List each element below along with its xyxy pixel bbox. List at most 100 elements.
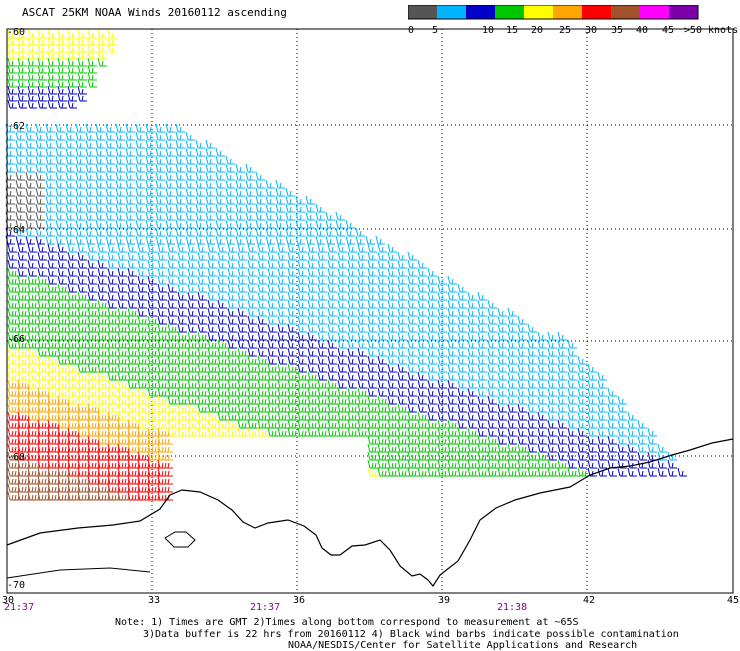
wind-barb bbox=[217, 355, 230, 365]
wind-barb bbox=[185, 155, 195, 165]
wind-barb bbox=[7, 403, 23, 413]
wind-barb bbox=[77, 395, 90, 405]
wind-barb bbox=[407, 347, 417, 357]
wind-barb bbox=[237, 283, 247, 293]
wind-barb bbox=[125, 235, 135, 245]
wind-barb bbox=[537, 419, 547, 429]
wind-barb bbox=[127, 259, 137, 269]
wind-barb bbox=[155, 171, 165, 181]
wind-barb bbox=[307, 379, 320, 389]
wind-barb bbox=[617, 395, 627, 405]
wind-barb bbox=[467, 427, 480, 437]
wind-barb bbox=[37, 355, 50, 365]
wind-barb bbox=[477, 395, 487, 405]
wind-barb bbox=[57, 459, 73, 469]
wind-barb bbox=[257, 267, 267, 277]
wind-barb bbox=[417, 299, 427, 309]
wind-barb bbox=[427, 467, 440, 477]
wind-barb bbox=[297, 371, 310, 381]
wind-barb bbox=[145, 203, 155, 213]
wind-barb bbox=[647, 467, 657, 477]
wind-barb bbox=[227, 403, 240, 413]
wind-barb bbox=[617, 451, 627, 461]
wind-barb bbox=[187, 379, 200, 389]
wind-barb bbox=[285, 187, 295, 197]
wind-barb bbox=[307, 419, 320, 429]
wind-barb bbox=[335, 211, 345, 221]
wind-barb bbox=[427, 435, 440, 445]
wind-barb bbox=[487, 323, 497, 333]
wind-barb bbox=[137, 451, 153, 461]
wind-barb bbox=[197, 323, 207, 333]
wind-barb bbox=[327, 363, 337, 373]
wind-barb bbox=[567, 451, 577, 461]
wind-barb bbox=[567, 395, 577, 405]
wind-barb bbox=[117, 467, 133, 477]
wind-barb bbox=[137, 491, 153, 501]
wind-barb bbox=[427, 451, 440, 461]
wind-barb bbox=[437, 427, 450, 437]
wind-barb bbox=[477, 411, 487, 421]
wind-barb bbox=[417, 315, 427, 325]
wind-barb bbox=[195, 139, 205, 149]
wind-barb bbox=[177, 395, 190, 405]
wind-barb bbox=[327, 347, 337, 357]
wind-barb bbox=[35, 139, 45, 149]
wind-barb bbox=[507, 307, 517, 317]
wind-barb bbox=[247, 347, 257, 357]
wind-barb bbox=[167, 339, 180, 349]
wind-barb bbox=[345, 227, 355, 237]
wind-barb bbox=[195, 203, 205, 213]
wind-barb bbox=[135, 147, 145, 157]
wind-barb bbox=[25, 131, 35, 141]
wind-barb bbox=[207, 363, 220, 373]
wind-barb bbox=[155, 131, 165, 141]
wind-barb bbox=[67, 243, 77, 253]
wind-barb bbox=[387, 371, 397, 381]
wind-barb bbox=[125, 163, 135, 173]
wind-barb bbox=[325, 227, 335, 237]
wind-barb bbox=[457, 363, 467, 373]
wind-barb bbox=[307, 427, 320, 437]
wind-barb bbox=[65, 195, 75, 205]
wind-barb bbox=[447, 291, 457, 301]
wind-barb bbox=[217, 243, 227, 253]
wind-barb bbox=[137, 259, 147, 269]
wind-barb bbox=[537, 427, 547, 437]
wind-barb bbox=[87, 275, 97, 285]
wind-barb bbox=[27, 355, 40, 365]
wind-barb bbox=[325, 219, 335, 229]
wind-barb bbox=[387, 291, 397, 301]
wind-barb bbox=[167, 283, 177, 293]
wind-barb bbox=[447, 371, 457, 381]
wind-barb bbox=[225, 235, 235, 245]
antarctic-coastline bbox=[6, 438, 734, 588]
wind-barb bbox=[67, 331, 80, 341]
wind-barb bbox=[417, 435, 430, 445]
wind-barb bbox=[527, 347, 537, 357]
wind-barb bbox=[155, 147, 165, 157]
wind-barb bbox=[157, 435, 173, 445]
wind-barb bbox=[397, 419, 410, 429]
legend-swatch bbox=[466, 5, 496, 19]
wind-barb bbox=[457, 291, 467, 301]
wind-barb bbox=[107, 363, 120, 373]
wind-barb bbox=[607, 427, 617, 437]
wind-barb bbox=[657, 467, 667, 477]
wind-barb bbox=[37, 50, 47, 60]
wind-barb bbox=[107, 323, 120, 333]
wind-barb bbox=[87, 36, 97, 46]
wind-barb bbox=[7, 323, 20, 333]
wind-barb bbox=[7, 43, 17, 53]
wind-barb bbox=[317, 307, 327, 317]
wind-barb bbox=[47, 411, 63, 421]
wind-barb bbox=[377, 443, 390, 453]
wind-barb bbox=[137, 355, 150, 365]
wind-barb bbox=[527, 419, 537, 429]
wind-barb bbox=[267, 331, 277, 341]
wind-barb bbox=[217, 275, 227, 285]
wind-barb bbox=[107, 419, 123, 429]
wind-barb bbox=[457, 395, 467, 405]
wind-barb bbox=[277, 251, 287, 261]
wind-barb bbox=[397, 379, 407, 389]
